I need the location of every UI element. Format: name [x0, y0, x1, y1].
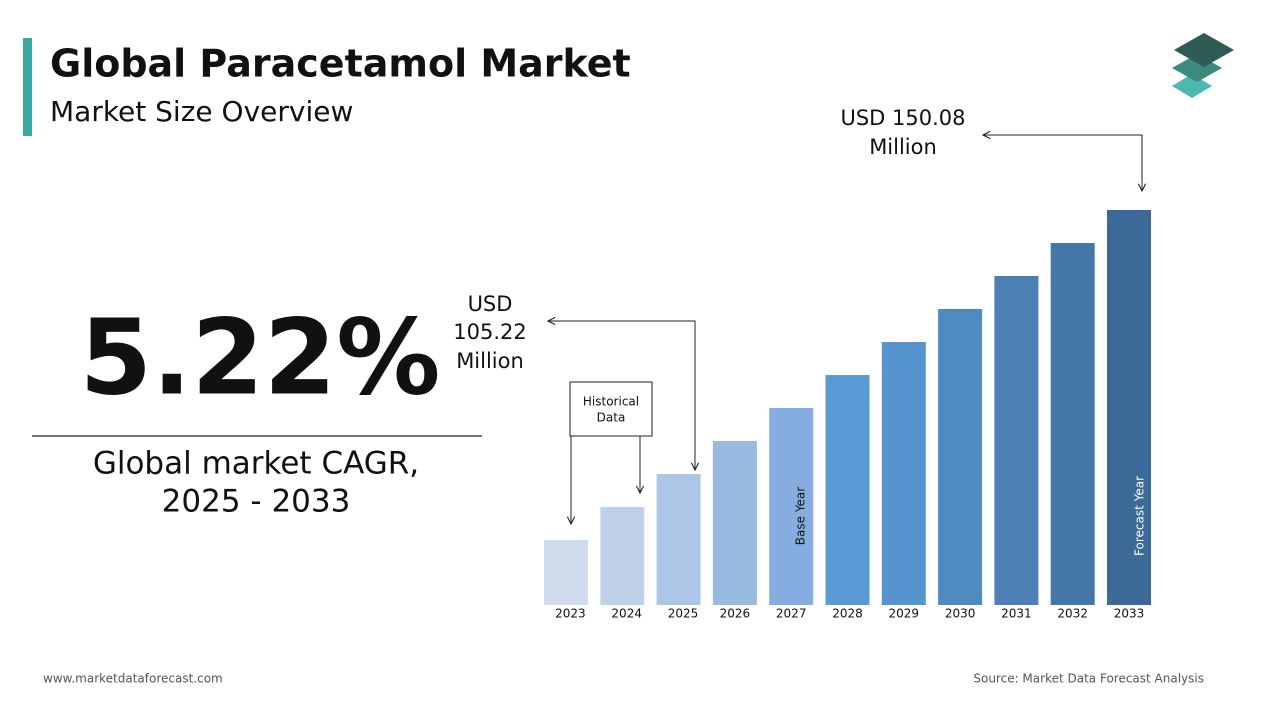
bar	[938, 308, 983, 605]
x-tick-label: 2032	[1057, 607, 1088, 621]
bar	[1107, 210, 1151, 605]
bar	[712, 441, 757, 605]
bar	[600, 507, 645, 605]
x-tick-label: 2033	[1114, 607, 1145, 621]
x-tick-label: 2027	[776, 607, 807, 621]
accent-bar	[23, 38, 32, 136]
x-tick-label: 2028	[832, 607, 863, 621]
annotation: USD	[468, 292, 513, 316]
x-tick-label: 2025	[668, 607, 699, 621]
footer-left: www.marketdataforecast.com	[43, 672, 223, 686]
cagr-label: 2025 - 2033	[162, 484, 351, 520]
x-tick-label: 2030	[945, 607, 976, 621]
x-tick-label: 2026	[720, 607, 751, 621]
x-tick-label: 2024	[611, 607, 642, 621]
cagr-label: Global market CAGR,	[93, 446, 419, 482]
bar	[881, 342, 926, 605]
annotation: 105.22	[453, 320, 526, 344]
bar	[544, 540, 588, 605]
forecast-year-label: Forecast Year	[1133, 476, 1147, 556]
x-tick-label: 2023	[555, 607, 586, 621]
annotation: USD 150.08	[840, 106, 965, 130]
x-tick-label: 2029	[889, 607, 920, 621]
cagr-value: 5.22%	[80, 296, 441, 418]
bar	[1050, 243, 1095, 606]
annotation: Historical	[583, 395, 639, 409]
annotation: Million	[869, 135, 937, 159]
annotation: Million	[456, 349, 524, 373]
subtitle: Market Size Overview	[50, 95, 353, 128]
base-year-label: Base Year	[794, 487, 808, 546]
bar	[769, 407, 814, 605]
footer-right: Source: Market Data Forecast Analysis	[973, 672, 1204, 686]
bar	[825, 375, 870, 605]
logo	[1172, 33, 1234, 98]
historical-box	[569, 381, 653, 437]
arrow	[983, 135, 1142, 191]
title: Global Paracetamol Market	[50, 42, 631, 86]
bar	[656, 474, 701, 605]
x-tick-label: 2031	[1001, 607, 1032, 621]
bar	[994, 275, 1039, 605]
arrow	[548, 321, 695, 470]
annotation: Data	[597, 411, 626, 425]
